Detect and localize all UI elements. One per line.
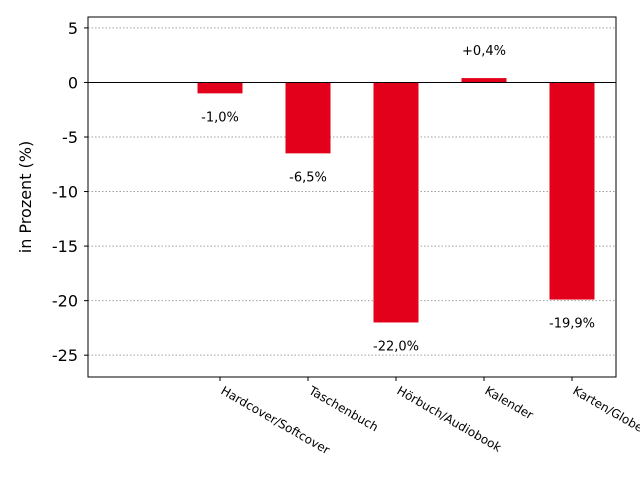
bar: [373, 82, 419, 323]
plot-frame-layer: [87, 16, 617, 378]
y-tick-label: 0: [68, 73, 78, 92]
category-label: Karten/Globen: [571, 383, 640, 438]
category-label: Taschenbuch: [306, 383, 381, 434]
gridlines: [88, 27, 616, 356]
y-tick-label: 5: [68, 19, 78, 38]
y-tick-label: -10: [52, 183, 78, 202]
data-label: +0,4%: [462, 44, 506, 59]
category-label: Kalender: [483, 383, 536, 422]
data-label: -22,0%: [373, 339, 419, 354]
y-tick-label: -25: [52, 346, 78, 365]
bar: [197, 82, 243, 94]
y-tick-label: -15: [52, 237, 78, 256]
y-axis-title: in Prozent (%): [16, 141, 35, 253]
data-label: -1,0%: [201, 110, 239, 125]
bars: [197, 78, 595, 323]
bar: [549, 82, 595, 300]
data-label: -6,5%: [289, 170, 327, 185]
bar: [285, 82, 331, 154]
y-ticks: 5 0 -5 -10 -15 -20 -25: [52, 19, 88, 365]
data-labels: -1,0% -6,5% -22,0% +0,4% -19,9%: [201, 44, 595, 354]
plot-frame: [87, 16, 617, 378]
bar: [461, 78, 507, 83]
y-tick-label: -5: [62, 128, 78, 147]
data-label: -19,9%: [549, 317, 595, 332]
y-tick-label: -20: [52, 292, 78, 311]
